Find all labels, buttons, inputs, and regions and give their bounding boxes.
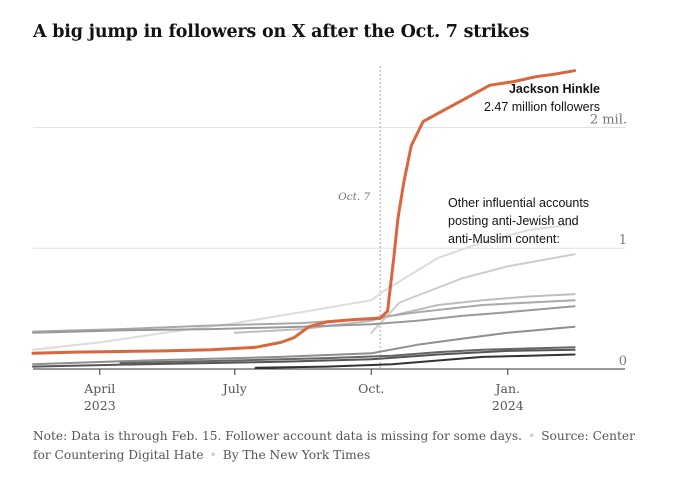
annotations: Jackson Hinkle 2.47 million followers Othe… [448,82,600,246]
series-line-highlight [31,69,577,355]
line-chart: 0 1 2 mil. April 2023 July Oct. Jan. 2024 Oct. … [31,66,627,413]
series-line [233,293,576,334]
series-line [370,253,576,334]
series-line [32,325,576,366]
separator-dot: • [209,448,217,462]
series-lines [31,69,577,369]
chart-title: A big jump in followers on X after the O… [33,22,530,42]
x-tick-label: April [83,381,115,396]
highlight-value-label: 2.47 million followers [484,100,600,114]
series-line [119,346,576,364]
credit-text: By The New York Times [222,448,371,462]
series-line [32,223,576,351]
others-annotation-line: anti-Muslim content: [448,232,560,246]
y-tick-label: 0 [619,354,627,369]
event-label: Oct. 7 [338,191,370,203]
y-tick-label: 1 [619,233,627,248]
highlight-name-label: Jackson Hinkle [509,82,600,96]
others-annotation-line: Other influential accounts [448,196,589,210]
y-tick-label: 2 mil. [590,112,627,127]
others-annotation-line: posting anti-Jewish and [448,214,579,228]
x-tick-label: July [221,381,248,396]
note-text: Note: Data is through Feb. 15. Follower … [33,429,522,443]
x-tick-sublabel: 2024 [492,398,524,413]
source-text: Source: Center for Countering Digital Ha… [33,429,635,462]
x-tick-label: Oct. [358,381,384,396]
chart-note: Note: Data is through Feb. 15. Follower … [33,427,653,465]
others-annotation: Other influential accounts posting anti-J… [448,196,589,246]
x-axis: April 2023 July Oct. Jan. 2024 [83,369,524,413]
grid-lines: 0 1 2 mil. [33,112,627,370]
series-line [32,305,576,334]
x-tick-sublabel: 2023 [84,398,116,413]
series-line [32,348,576,368]
separator-dot: • [528,429,536,443]
series-line [254,353,576,369]
x-tick-label: Jan. [494,381,521,396]
